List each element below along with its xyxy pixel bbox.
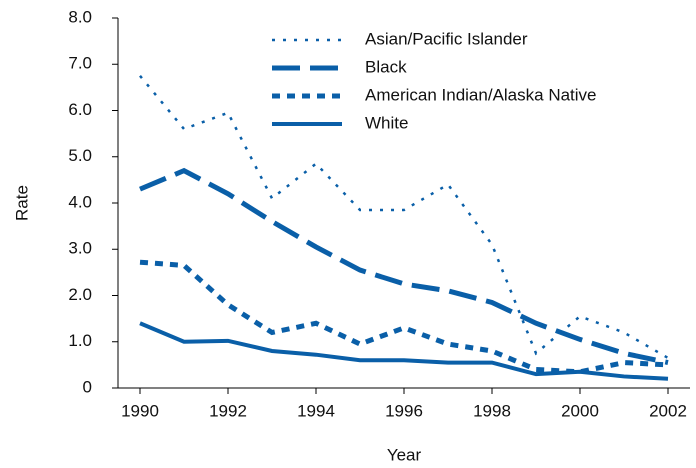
x-tick-label: 1992 (209, 401, 247, 420)
x-tick-label: 1994 (297, 401, 335, 420)
x-tick-label: 1998 (473, 401, 511, 420)
series-line (139, 259, 669, 375)
x-tick-label: 1996 (385, 401, 423, 420)
y-tick-label: 0 (83, 377, 92, 396)
y-tick-label: 7.0 (68, 54, 92, 73)
series-line (139, 167, 669, 366)
y-axis-label: Rate (12, 185, 31, 221)
x-tick-label: 1990 (121, 401, 159, 420)
x-tick-label: 2000 (561, 401, 599, 420)
series-line (139, 321, 669, 381)
legend-label: White (365, 113, 408, 132)
y-tick-label: 8.0 (68, 7, 92, 26)
legend-label: Black (365, 57, 407, 76)
y-tick-label: 4.0 (68, 192, 92, 211)
y-tick-label: 1.0 (68, 331, 92, 350)
legend-label: Asian/Pacific Islander (365, 29, 528, 48)
legend-label: American Indian/Alaska Native (365, 85, 597, 104)
x-axis-label: Year (387, 445, 422, 464)
x-tick-label: 2002 (649, 401, 687, 420)
y-tick-label: 2.0 (68, 285, 92, 304)
y-tick-label: 3.0 (68, 239, 92, 258)
series-line (139, 75, 669, 360)
y-tick-label: 5.0 (68, 146, 92, 165)
y-tick-label: 6.0 (68, 100, 92, 119)
